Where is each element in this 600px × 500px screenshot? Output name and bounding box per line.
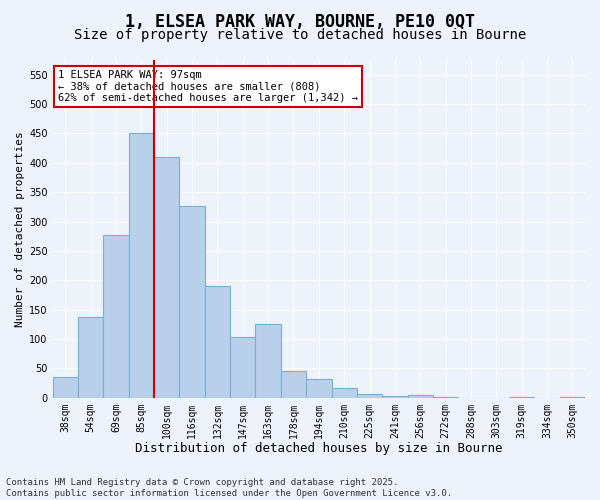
- Bar: [78, 318, 103, 398]
- Bar: [179, 206, 205, 398]
- Text: 1 ELSEA PARK WAY: 97sqm
← 38% of detached houses are smaller (808)
62% of semi-d: 1 ELSEA PARK WAY: 97sqm ← 38% of detache…: [58, 70, 358, 103]
- Bar: [154, 157, 179, 398]
- Text: Contains HM Land Registry data © Crown copyright and database right 2025.
Contai: Contains HM Land Registry data © Crown c…: [6, 478, 452, 498]
- Bar: [205, 286, 230, 398]
- Bar: [103, 235, 129, 398]
- Bar: [256, 324, 281, 398]
- Text: Size of property relative to detached houses in Bourne: Size of property relative to detached ho…: [74, 28, 526, 42]
- Bar: [53, 376, 78, 398]
- Bar: [382, 396, 407, 398]
- Bar: [560, 396, 585, 398]
- Bar: [281, 372, 306, 398]
- Bar: [129, 134, 154, 398]
- X-axis label: Distribution of detached houses by size in Bourne: Distribution of detached houses by size …: [135, 442, 503, 455]
- Bar: [357, 394, 382, 398]
- Bar: [407, 396, 433, 398]
- Bar: [306, 379, 332, 398]
- Text: 1, ELSEA PARK WAY, BOURNE, PE10 0QT: 1, ELSEA PARK WAY, BOURNE, PE10 0QT: [125, 12, 475, 30]
- Bar: [509, 396, 535, 398]
- Y-axis label: Number of detached properties: Number of detached properties: [15, 131, 25, 326]
- Bar: [433, 396, 458, 398]
- Bar: [332, 388, 357, 398]
- Bar: [230, 337, 256, 398]
